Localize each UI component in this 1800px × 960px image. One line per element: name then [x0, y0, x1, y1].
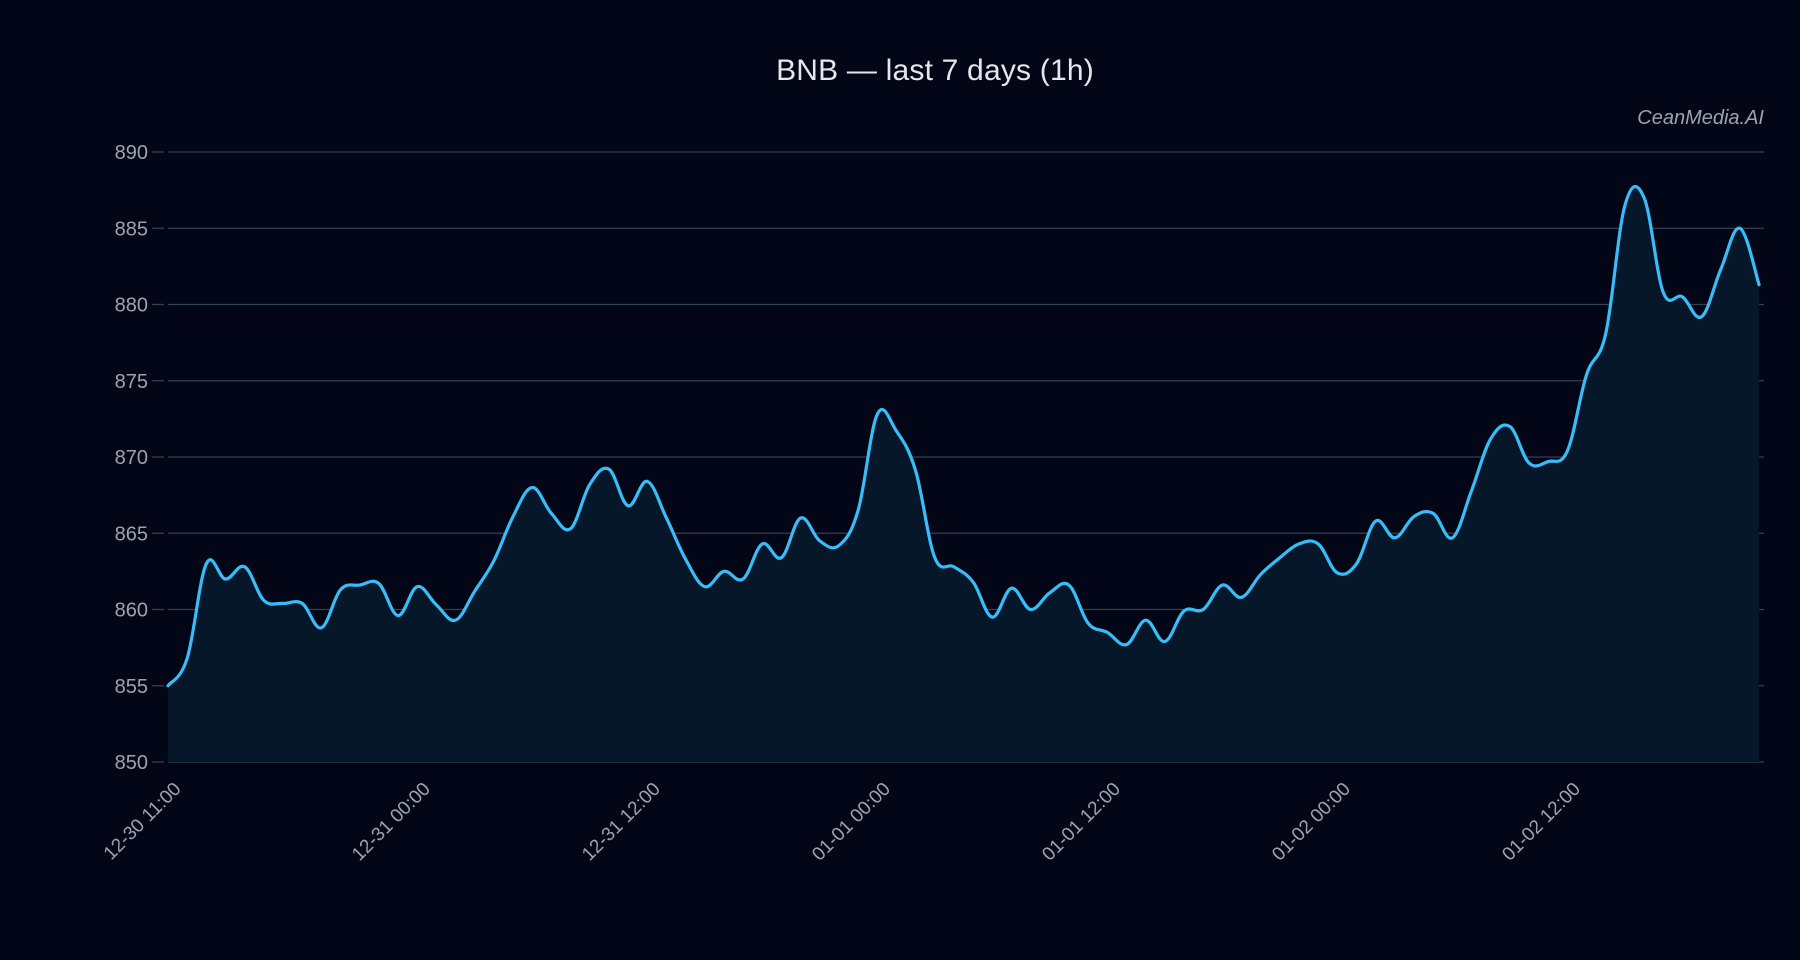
- y-tick-label: 875: [115, 371, 148, 393]
- x-tick-label: 12-31 12:00: [578, 779, 665, 866]
- watermark: CeanMedia.AI: [1637, 107, 1764, 129]
- x-tick-label: 01-01 00:00: [808, 779, 895, 866]
- price-line: [166, 184, 1761, 688]
- x-tick-label: 01-02 12:00: [1498, 779, 1585, 866]
- y-tick-label: 855: [115, 676, 148, 698]
- y-tick-label: 870: [115, 447, 148, 469]
- y-tick-label: 850: [115, 752, 148, 774]
- price-area-fill: [168, 186, 1760, 763]
- chart-title: BNB — last 7 days (1h): [776, 54, 1094, 87]
- x-tick-label: 12-30 11:00: [100, 779, 186, 865]
- y-tick-label: 865: [115, 523, 148, 545]
- y-axis: 850 855 860 865 870 875 880 885 890: [115, 142, 164, 774]
- x-tick-label: 01-01 12:00: [1038, 779, 1125, 866]
- y-tick-label: 860: [115, 600, 148, 622]
- y-tick-label: 890: [115, 142, 148, 164]
- x-tick-label: 01-02 00:00: [1268, 779, 1355, 866]
- x-tick-label: 12-31 00:00: [348, 779, 435, 866]
- x-axis: 12-30 11:00 12-31 00:00 12-31 12:00 01-01 0…: [100, 779, 1585, 866]
- y-tick-label: 880: [115, 295, 148, 317]
- y-tick-label: 885: [115, 218, 148, 240]
